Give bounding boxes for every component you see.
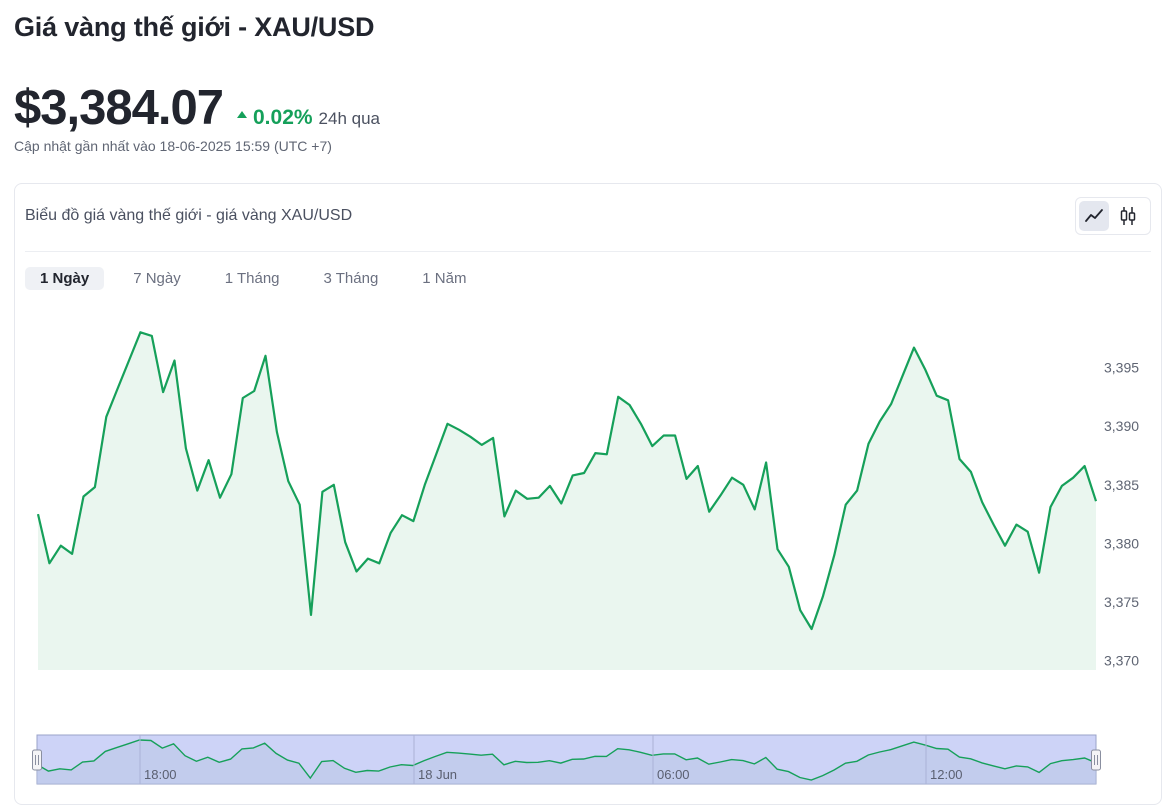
tab-3-months[interactable]: 3 Tháng <box>323 270 379 287</box>
navigator-time-label: 18:00 <box>144 767 177 782</box>
candlestick-chart-button[interactable] <box>1113 201 1143 231</box>
handle-grip <box>32 749 42 771</box>
price-area <box>38 332 1096 670</box>
navigator-left-handle[interactable] <box>32 749 42 771</box>
y-tick-label: 3,385 <box>1104 477 1139 493</box>
card-divider <box>25 251 1151 252</box>
last-updated: Cập nhật gần nhất vào 18-06-2025 15:59 (… <box>14 138 332 154</box>
chart-type-toggle <box>1075 197 1151 235</box>
price-change-percent: 0.02% <box>253 106 313 129</box>
y-tick-label: 3,380 <box>1104 535 1139 551</box>
candlestick-icon <box>1120 207 1136 225</box>
page-title: Giá vàng thế giới - XAU/USD <box>14 12 375 42</box>
tab-1-month[interactable]: 1 Tháng <box>224 270 280 287</box>
tab-7-days[interactable]: 7 Ngày <box>133 270 181 287</box>
line-chart-button[interactable] <box>1079 201 1109 231</box>
navigator-right-handle[interactable] <box>1091 749 1101 771</box>
navigator-area <box>37 740 1096 784</box>
line-chart-icon <box>1085 209 1103 222</box>
chart-title: Biểu đồ giá vàng thế giới - giá vàng XAU… <box>25 207 353 224</box>
y-tick-label: 3,370 <box>1104 653 1139 669</box>
navigator-line <box>36 739 1097 781</box>
y-tick-label: 3,390 <box>1104 418 1139 434</box>
y-tick-label: 3,395 <box>1104 360 1139 376</box>
range-tabs: 1 Ngày 7 Ngày 1 Tháng 3 Tháng 1 Năm <box>25 267 495 290</box>
price-change-period: 24h qua <box>318 109 380 128</box>
price-line <box>36 331 1098 631</box>
navigator-time-label: 06:00 <box>657 767 690 782</box>
price-row: $3,384.07 0.02% 24h qua <box>14 80 380 136</box>
current-price: $3,384.07 <box>14 81 224 135</box>
handle-grip <box>1091 749 1101 771</box>
navigator-time-label: 12:00 <box>930 767 963 782</box>
y-tick-label: 3,375 <box>1104 594 1139 610</box>
tab-1-year[interactable]: 1 Năm <box>422 270 467 287</box>
navigator-time-label: 18 Jun <box>418 767 457 782</box>
tab-1-day[interactable]: 1 Ngày <box>25 267 105 290</box>
arrow-up-icon <box>237 111 247 118</box>
